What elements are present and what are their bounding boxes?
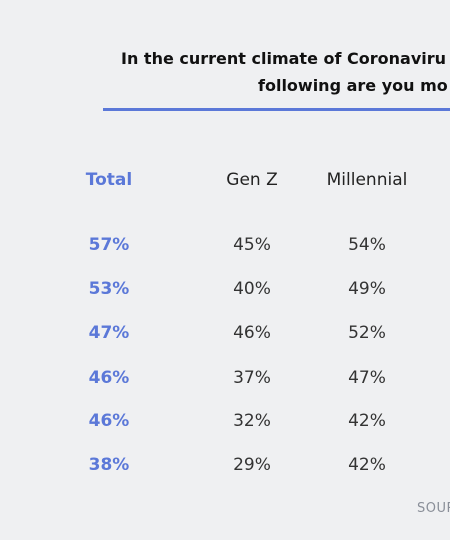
cell-total-row-6: 38%: [88, 455, 130, 475]
cell-millennial-row-2: 49%: [348, 279, 386, 299]
cell-gen-z-row-2: 40%: [233, 279, 271, 299]
cell-gen-z-row-6: 29%: [233, 455, 271, 475]
cell-gen-z-row-3: 46%: [233, 323, 271, 343]
column-header-total: Total: [85, 170, 133, 190]
cell-millennial-row-4: 47%: [348, 368, 386, 388]
cell-gen-z-row-1: 45%: [233, 235, 271, 255]
cell-total-row-5: 46%: [88, 411, 130, 431]
cell-millennial-row-3: 52%: [348, 323, 386, 343]
source-label: SOUR: [417, 501, 450, 516]
cell-millennial-row-1: 54%: [348, 235, 386, 255]
cell-gen-z-row-4: 37%: [233, 368, 271, 388]
cell-millennial-row-6: 42%: [348, 455, 386, 475]
cell-total-row-1: 57%: [88, 235, 130, 255]
cell-gen-z-row-5: 32%: [233, 411, 271, 431]
cell-millennial-row-5: 42%: [348, 411, 386, 431]
cell-total-row-3: 47%: [88, 323, 130, 343]
title-underline: [103, 108, 450, 111]
column-header-millennial: Millennial: [326, 170, 408, 190]
title-line-1: In the current climate of Coronaviru: [121, 49, 447, 68]
cell-total-row-2: 53%: [88, 279, 130, 299]
cell-total-row-4: 46%: [88, 368, 130, 388]
title-line-2: following are you mo: [258, 76, 448, 95]
column-header-gen-z: Gen Z: [226, 170, 278, 190]
